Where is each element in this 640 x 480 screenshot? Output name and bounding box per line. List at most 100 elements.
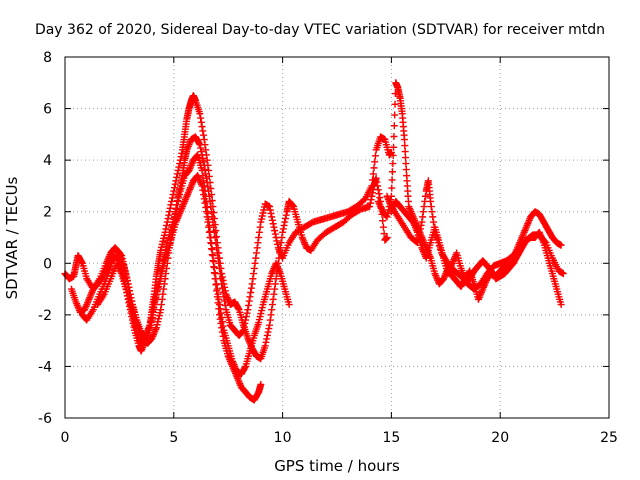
data-point <box>239 326 247 334</box>
x-tick-labels: 0 5 10 15 20 25 <box>61 430 618 446</box>
data-point <box>379 217 387 225</box>
series-track-b <box>68 133 395 347</box>
data-point <box>197 114 205 122</box>
data-point <box>169 191 177 199</box>
data-point <box>165 211 173 219</box>
data-point <box>390 122 398 130</box>
data-point <box>201 199 209 207</box>
data-point <box>168 197 176 205</box>
data-point <box>261 342 269 350</box>
data-point <box>391 111 399 119</box>
data-point <box>266 321 274 329</box>
data-point <box>244 306 252 314</box>
data-point <box>266 203 274 211</box>
data-point <box>216 315 224 323</box>
data-point <box>376 194 384 202</box>
data-point <box>176 191 184 199</box>
data-point <box>127 309 135 317</box>
data-point <box>429 213 437 221</box>
data-point <box>205 221 213 229</box>
data-point <box>197 118 205 126</box>
data-point <box>245 301 253 309</box>
data-point <box>128 313 136 321</box>
data-point <box>202 146 210 154</box>
data-point <box>152 294 160 302</box>
data-point <box>268 213 276 221</box>
data-point <box>205 228 213 236</box>
data-point <box>268 301 276 309</box>
data-point <box>158 295 166 303</box>
data-point <box>242 313 250 321</box>
data-point <box>204 209 212 217</box>
data-point <box>388 184 396 192</box>
data-point <box>239 327 247 335</box>
data-point <box>200 195 208 203</box>
y-tick-label: 6 <box>43 102 52 118</box>
x-tick-label: 15 <box>382 430 400 446</box>
data-point <box>146 321 154 329</box>
data-point <box>268 306 276 314</box>
data-point <box>162 225 170 233</box>
data-point <box>269 295 277 303</box>
data-point <box>375 190 383 198</box>
data-point <box>421 192 429 200</box>
data-point <box>175 163 183 171</box>
data-point <box>204 183 212 191</box>
data-point <box>200 191 208 199</box>
series-track-c <box>78 151 293 378</box>
data-point <box>122 285 130 293</box>
data-point <box>171 184 179 192</box>
data-point <box>250 264 258 272</box>
data-point <box>427 203 435 211</box>
data-point <box>372 174 380 182</box>
data-point <box>209 257 217 265</box>
y-tick-label: 2 <box>43 205 52 221</box>
data-point <box>221 301 229 309</box>
series-track-g <box>383 177 567 293</box>
data-point <box>174 197 182 205</box>
data-point <box>559 270 567 278</box>
chart-title: Day 362 of 2020, Sidereal Day-to-day VTE… <box>35 22 605 38</box>
data-point <box>384 209 392 217</box>
data-point <box>210 263 218 271</box>
data-point <box>373 178 381 186</box>
data-point <box>417 221 425 229</box>
data-point <box>279 228 287 236</box>
data-point <box>380 230 388 238</box>
data-point <box>430 223 438 231</box>
y-tick-label: 4 <box>43 153 52 169</box>
data-point <box>147 314 155 322</box>
data-point <box>196 141 204 149</box>
data-point <box>198 182 206 190</box>
data-point <box>267 209 275 217</box>
data-point <box>285 301 293 309</box>
data-point <box>368 182 376 190</box>
data-point <box>200 136 208 144</box>
data-point <box>126 302 134 310</box>
data-point <box>175 194 183 202</box>
x-tick-label: 20 <box>491 430 509 446</box>
data-point <box>241 364 249 372</box>
data-point <box>436 246 444 254</box>
data-point <box>124 295 132 303</box>
data-point <box>266 206 274 214</box>
data-point <box>248 280 256 288</box>
data-point <box>427 197 435 205</box>
data-point <box>213 233 221 241</box>
y-axis-title: SDTVAR / TECUs <box>3 176 21 299</box>
data-point <box>252 249 260 257</box>
data-point <box>274 240 282 248</box>
x-tick-label: 25 <box>600 430 618 446</box>
data-point <box>254 239 262 247</box>
data-point <box>203 213 211 221</box>
data-point <box>126 306 134 314</box>
data-point <box>217 319 225 327</box>
series-track-e <box>374 79 565 303</box>
data-point <box>219 332 227 340</box>
data-point <box>213 244 221 252</box>
data-point <box>270 223 278 231</box>
data-point <box>165 208 173 216</box>
data-point <box>369 170 377 178</box>
data-point <box>255 234 263 241</box>
data-point <box>199 154 207 162</box>
